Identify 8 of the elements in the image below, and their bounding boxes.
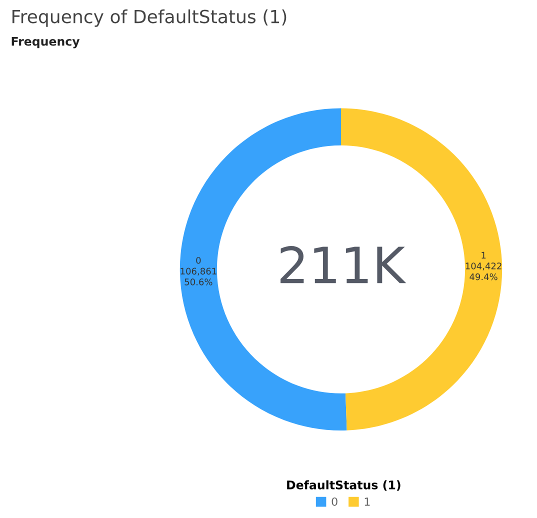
data-label: 1 104,422 49.4%: [466, 252, 502, 280]
chart-title: Frequency of DefaultStatus (1): [12, 9, 286, 27]
text: 211K: [280, 246, 406, 284]
legend-label: 1: [364, 498, 370, 506]
data-label: 0 106,861 50.6%: [180, 256, 216, 286]
legend-title: DefaultStatus (1): [287, 480, 400, 491]
legend-label: 0: [332, 497, 338, 506]
text: Frequency: [12, 37, 80, 48]
